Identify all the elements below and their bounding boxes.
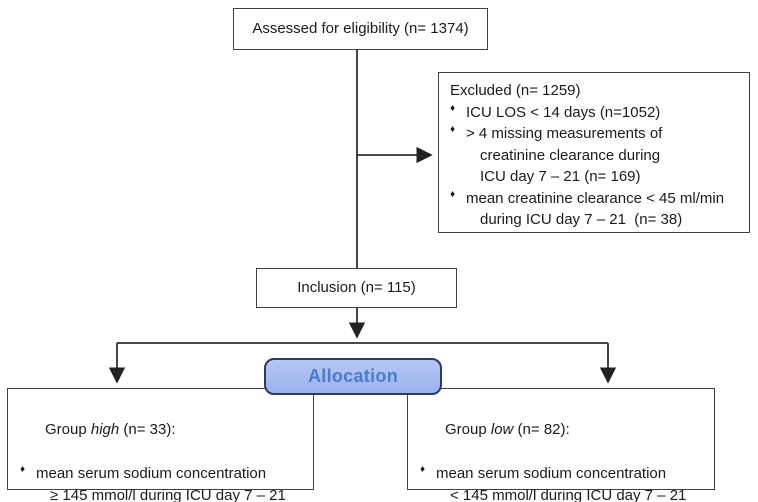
excluded-item-3: ♦ mean creatinine clearance < 45 ml/min	[450, 188, 745, 210]
excluded-item-1-text: ICU LOS < 14 days (n=1052)	[466, 103, 661, 121]
excluded-box: Excluded (n= 1259) ♦ ICU LOS < 14 days (…	[438, 72, 750, 233]
group-low-title-prefix: Group	[445, 421, 491, 438]
excluded-item-2: ♦ > 4 missing measurements of	[450, 123, 745, 145]
bullet-icon: ♦	[450, 188, 456, 200]
group-low-detail: < 145 mmol/l during ICU day 7 – 21	[450, 487, 687, 502]
assessed-eligibility-box: Assessed for eligibility (n= 1374)	[233, 8, 488, 50]
group-high-title-suffix: (n= 33):	[119, 421, 176, 438]
group-low-item: ♦ mean serum sodium concentration	[420, 463, 708, 485]
group-high-box: Group high (n= 33): ♦ mean serum sodium …	[7, 388, 314, 502]
excluded-title: Excluded (n= 1259)	[450, 82, 581, 99]
group-high-detail: ≥ 145 mmol/l during ICU day 7 – 21	[50, 487, 286, 502]
excluded-item-3-text: mean creatinine clearance < 45 ml/min	[466, 189, 725, 207]
excluded-item-3-cont-1: during ICU day 7 – 21 (n= 38)	[480, 211, 683, 228]
excluded-item-2-text: > 4 missing measurements of	[466, 125, 663, 142]
bullet-icon: ♦	[450, 102, 456, 114]
group-low-title: Group low (n= 82):	[420, 397, 708, 463]
excluded-item-2-cont-1: creatinine clearance during	[480, 146, 661, 164]
inclusion-label: Inclusion (n= 115)	[297, 279, 416, 297]
excluded-item-1: ♦ ICU LOS < 14 days (n=1052)	[450, 102, 745, 124]
excluded-item-2-cont-2: ICU day 7 – 21 (n= 169)	[480, 168, 641, 185]
inclusion-box: Inclusion (n= 115)	[256, 268, 457, 308]
allocation-badge: Allocation	[264, 358, 442, 395]
bullet-icon: ♦	[420, 464, 426, 475]
group-low-box: Group low (n= 82): ♦ mean serum sodium c…	[407, 388, 715, 502]
allocation-label: Allocation	[307, 366, 398, 386]
group-low-title-suffix: (n= 82):	[513, 421, 570, 438]
group-high-item: ♦ mean serum sodium concentration	[20, 463, 307, 485]
group-low-item-text: mean serum sodium concentration	[436, 465, 667, 482]
group-high-title-name: high	[90, 421, 120, 438]
group-high-title: Group high (n= 33):	[20, 397, 307, 463]
group-high-item-text: mean serum sodium concentration	[36, 465, 267, 482]
group-low-title-name: low	[490, 421, 514, 438]
group-high-title-prefix: Group	[45, 421, 91, 438]
bullet-icon: ♦	[450, 124, 456, 135]
bullet-icon: ♦	[20, 464, 26, 475]
assessed-eligibility-label: Assessed for eligibility (n= 1374)	[252, 20, 469, 38]
